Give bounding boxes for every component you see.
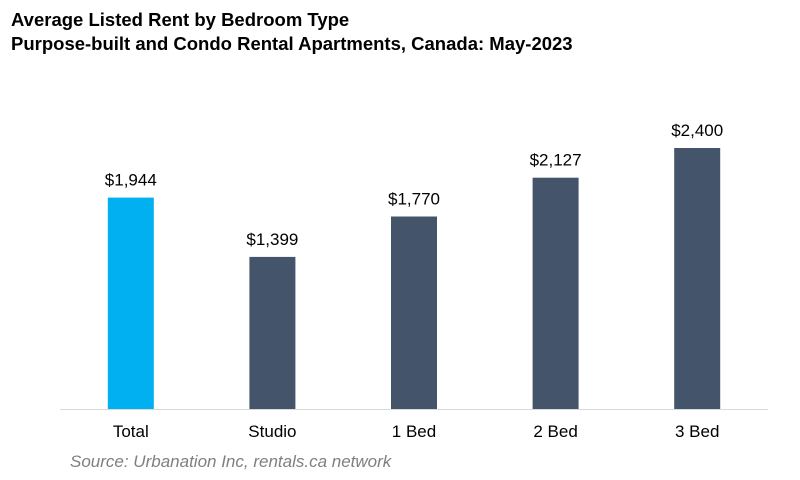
x-tick-label: 2 Bed (533, 422, 577, 441)
bar-total (107, 197, 154, 409)
chart-title-block: Average Listed Rent by Bedroom Type Purp… (11, 8, 573, 56)
bar-studio (249, 256, 296, 409)
bar-3-bed (674, 148, 721, 409)
chart-title: Average Listed Rent by Bedroom Type (11, 9, 350, 30)
data-label: $2,127 (530, 151, 582, 170)
x-tick-label: Total (113, 422, 149, 441)
bar-2-bed (532, 177, 579, 409)
data-label: $1,770 (388, 190, 440, 209)
chart-subtitle: Purpose-built and Condo Rental Apartment… (11, 33, 573, 54)
data-label: $2,400 (671, 121, 723, 140)
source-note: Source: Urbanation Inc, rentals.ca netwo… (70, 452, 392, 471)
x-tick-label: 1 Bed (392, 422, 436, 441)
data-label: $1,944 (105, 171, 157, 190)
x-tick-label: Studio (248, 422, 296, 441)
bar-1-bed (391, 216, 437, 409)
data-label: $1,399 (246, 230, 298, 249)
x-tick-label: 3 Bed (675, 422, 719, 441)
